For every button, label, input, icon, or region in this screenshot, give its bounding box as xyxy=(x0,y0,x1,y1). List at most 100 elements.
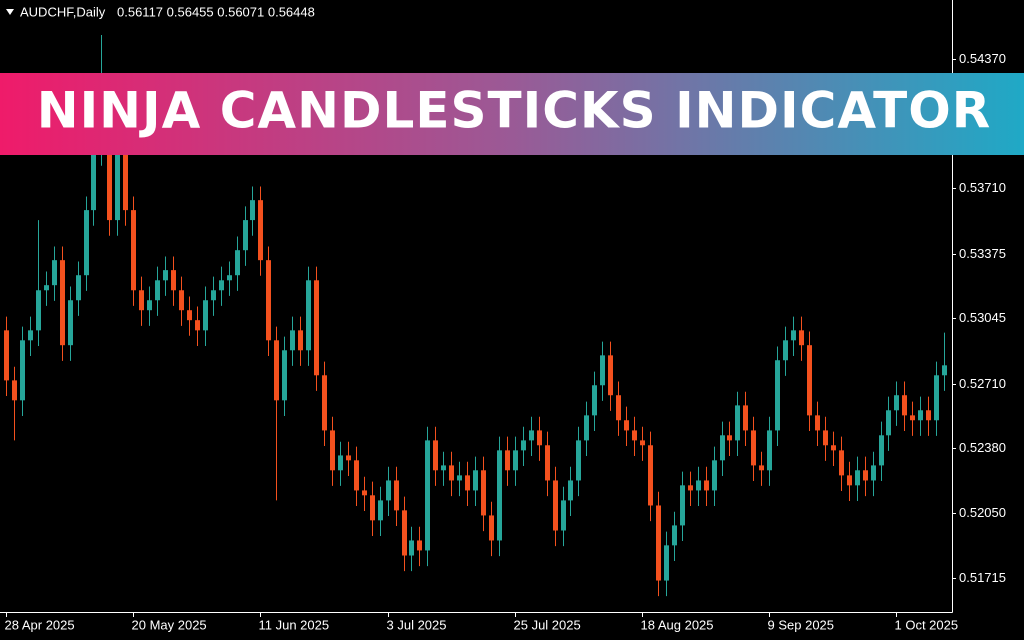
candle-body xyxy=(863,470,868,481)
candle-body xyxy=(656,505,661,581)
candle-body xyxy=(886,410,891,436)
candle-body xyxy=(505,450,510,471)
candle-body xyxy=(807,345,812,416)
candle-body xyxy=(481,470,486,516)
x-tick-label: 1 Oct 2025 xyxy=(895,617,959,632)
candle-body xyxy=(258,200,263,261)
candle-body xyxy=(465,475,470,491)
candle-body xyxy=(632,430,637,441)
candle-body xyxy=(624,420,629,431)
candle-body xyxy=(672,525,677,546)
banner xyxy=(0,73,1024,155)
candle-body xyxy=(20,340,25,401)
candle-body xyxy=(839,450,844,476)
x-tick-label: 3 Jul 2025 xyxy=(387,617,447,632)
candle-body xyxy=(879,435,884,466)
candle-body xyxy=(616,395,621,421)
candle-body xyxy=(449,465,454,481)
banner-title: NINJA CANDLESTICKS INDICATOR xyxy=(37,82,992,140)
candle-body xyxy=(489,515,494,541)
candle-body xyxy=(76,275,81,301)
candle-body xyxy=(187,310,192,321)
candle-body xyxy=(28,330,33,341)
candle-body xyxy=(648,445,653,506)
y-tick-label: 0.52050 xyxy=(959,505,1006,520)
y-tick-label: 0.54370 xyxy=(959,51,1006,66)
candle-body xyxy=(330,430,335,471)
candle-body xyxy=(91,150,96,211)
candle-body xyxy=(4,330,9,381)
candle-body xyxy=(791,330,796,341)
candle-body xyxy=(211,290,216,301)
candle-body xyxy=(910,415,915,421)
candle-body xyxy=(290,330,295,351)
y-tick-label: 0.53375 xyxy=(959,246,1006,261)
candle-body xyxy=(306,280,311,351)
symbol: AUDCHF,Daily xyxy=(20,4,106,19)
candle-body xyxy=(441,465,446,471)
candle-body xyxy=(386,480,391,501)
candle-body xyxy=(743,405,748,431)
candle-body xyxy=(576,440,581,481)
candle-body xyxy=(235,250,240,276)
candle-body xyxy=(402,510,407,556)
candle-body xyxy=(545,445,550,481)
y-tick-label: 0.51715 xyxy=(959,570,1006,585)
candle-body xyxy=(409,540,414,556)
candle-body xyxy=(751,430,756,466)
candle-body xyxy=(179,290,184,311)
menu-arrow[interactable] xyxy=(6,9,14,15)
candle-body xyxy=(219,280,224,291)
candle-body xyxy=(243,220,248,251)
candle-body xyxy=(847,475,852,486)
candle-body xyxy=(568,480,573,501)
candle-body xyxy=(608,355,613,396)
candle-body xyxy=(831,445,836,451)
candle-body xyxy=(775,360,780,431)
candle-body xyxy=(36,290,41,331)
candle-body xyxy=(68,300,73,346)
candle-body xyxy=(727,435,732,441)
candle-body xyxy=(84,210,89,276)
candle-body xyxy=(362,490,367,496)
candle-body xyxy=(457,475,462,481)
candle-body xyxy=(767,430,772,471)
candle-body xyxy=(473,470,478,491)
candle-body xyxy=(529,430,534,441)
candle-body xyxy=(60,260,65,346)
quote: 0.56117 0.56455 0.56071 0.56448 xyxy=(117,4,315,19)
candle-body xyxy=(298,330,303,351)
candle-body xyxy=(163,270,168,281)
candle-body xyxy=(704,480,709,491)
x-tick-label: 25 Jul 2025 xyxy=(514,617,581,632)
candle-body xyxy=(147,300,152,311)
candle-body xyxy=(664,545,669,581)
candle-body xyxy=(592,385,597,416)
candle-body xyxy=(497,450,502,541)
candle-body xyxy=(926,410,931,421)
candle-body xyxy=(799,330,804,346)
candle-body xyxy=(513,450,518,471)
candle-body xyxy=(346,455,351,461)
y-tick-label: 0.53710 xyxy=(959,180,1006,195)
candle-body xyxy=(759,465,764,471)
candle-body xyxy=(823,430,828,446)
candle-body xyxy=(107,130,112,221)
candle-body xyxy=(712,460,717,491)
plot-area xyxy=(4,34,947,597)
candle-body xyxy=(688,485,693,491)
candle-body xyxy=(871,465,876,481)
candle-body xyxy=(902,395,907,416)
candle-body xyxy=(378,500,383,521)
candle-body xyxy=(425,440,430,551)
candle-body xyxy=(250,200,255,221)
x-tick-label: 28 Apr 2025 xyxy=(5,617,75,632)
candle-body xyxy=(266,260,271,341)
candle-body xyxy=(561,500,566,531)
candle-body xyxy=(370,495,375,521)
x-tick-label: 11 Jun 2025 xyxy=(259,617,330,632)
candle-body xyxy=(720,435,725,461)
candle-body xyxy=(139,290,144,311)
candle-body xyxy=(203,300,208,331)
